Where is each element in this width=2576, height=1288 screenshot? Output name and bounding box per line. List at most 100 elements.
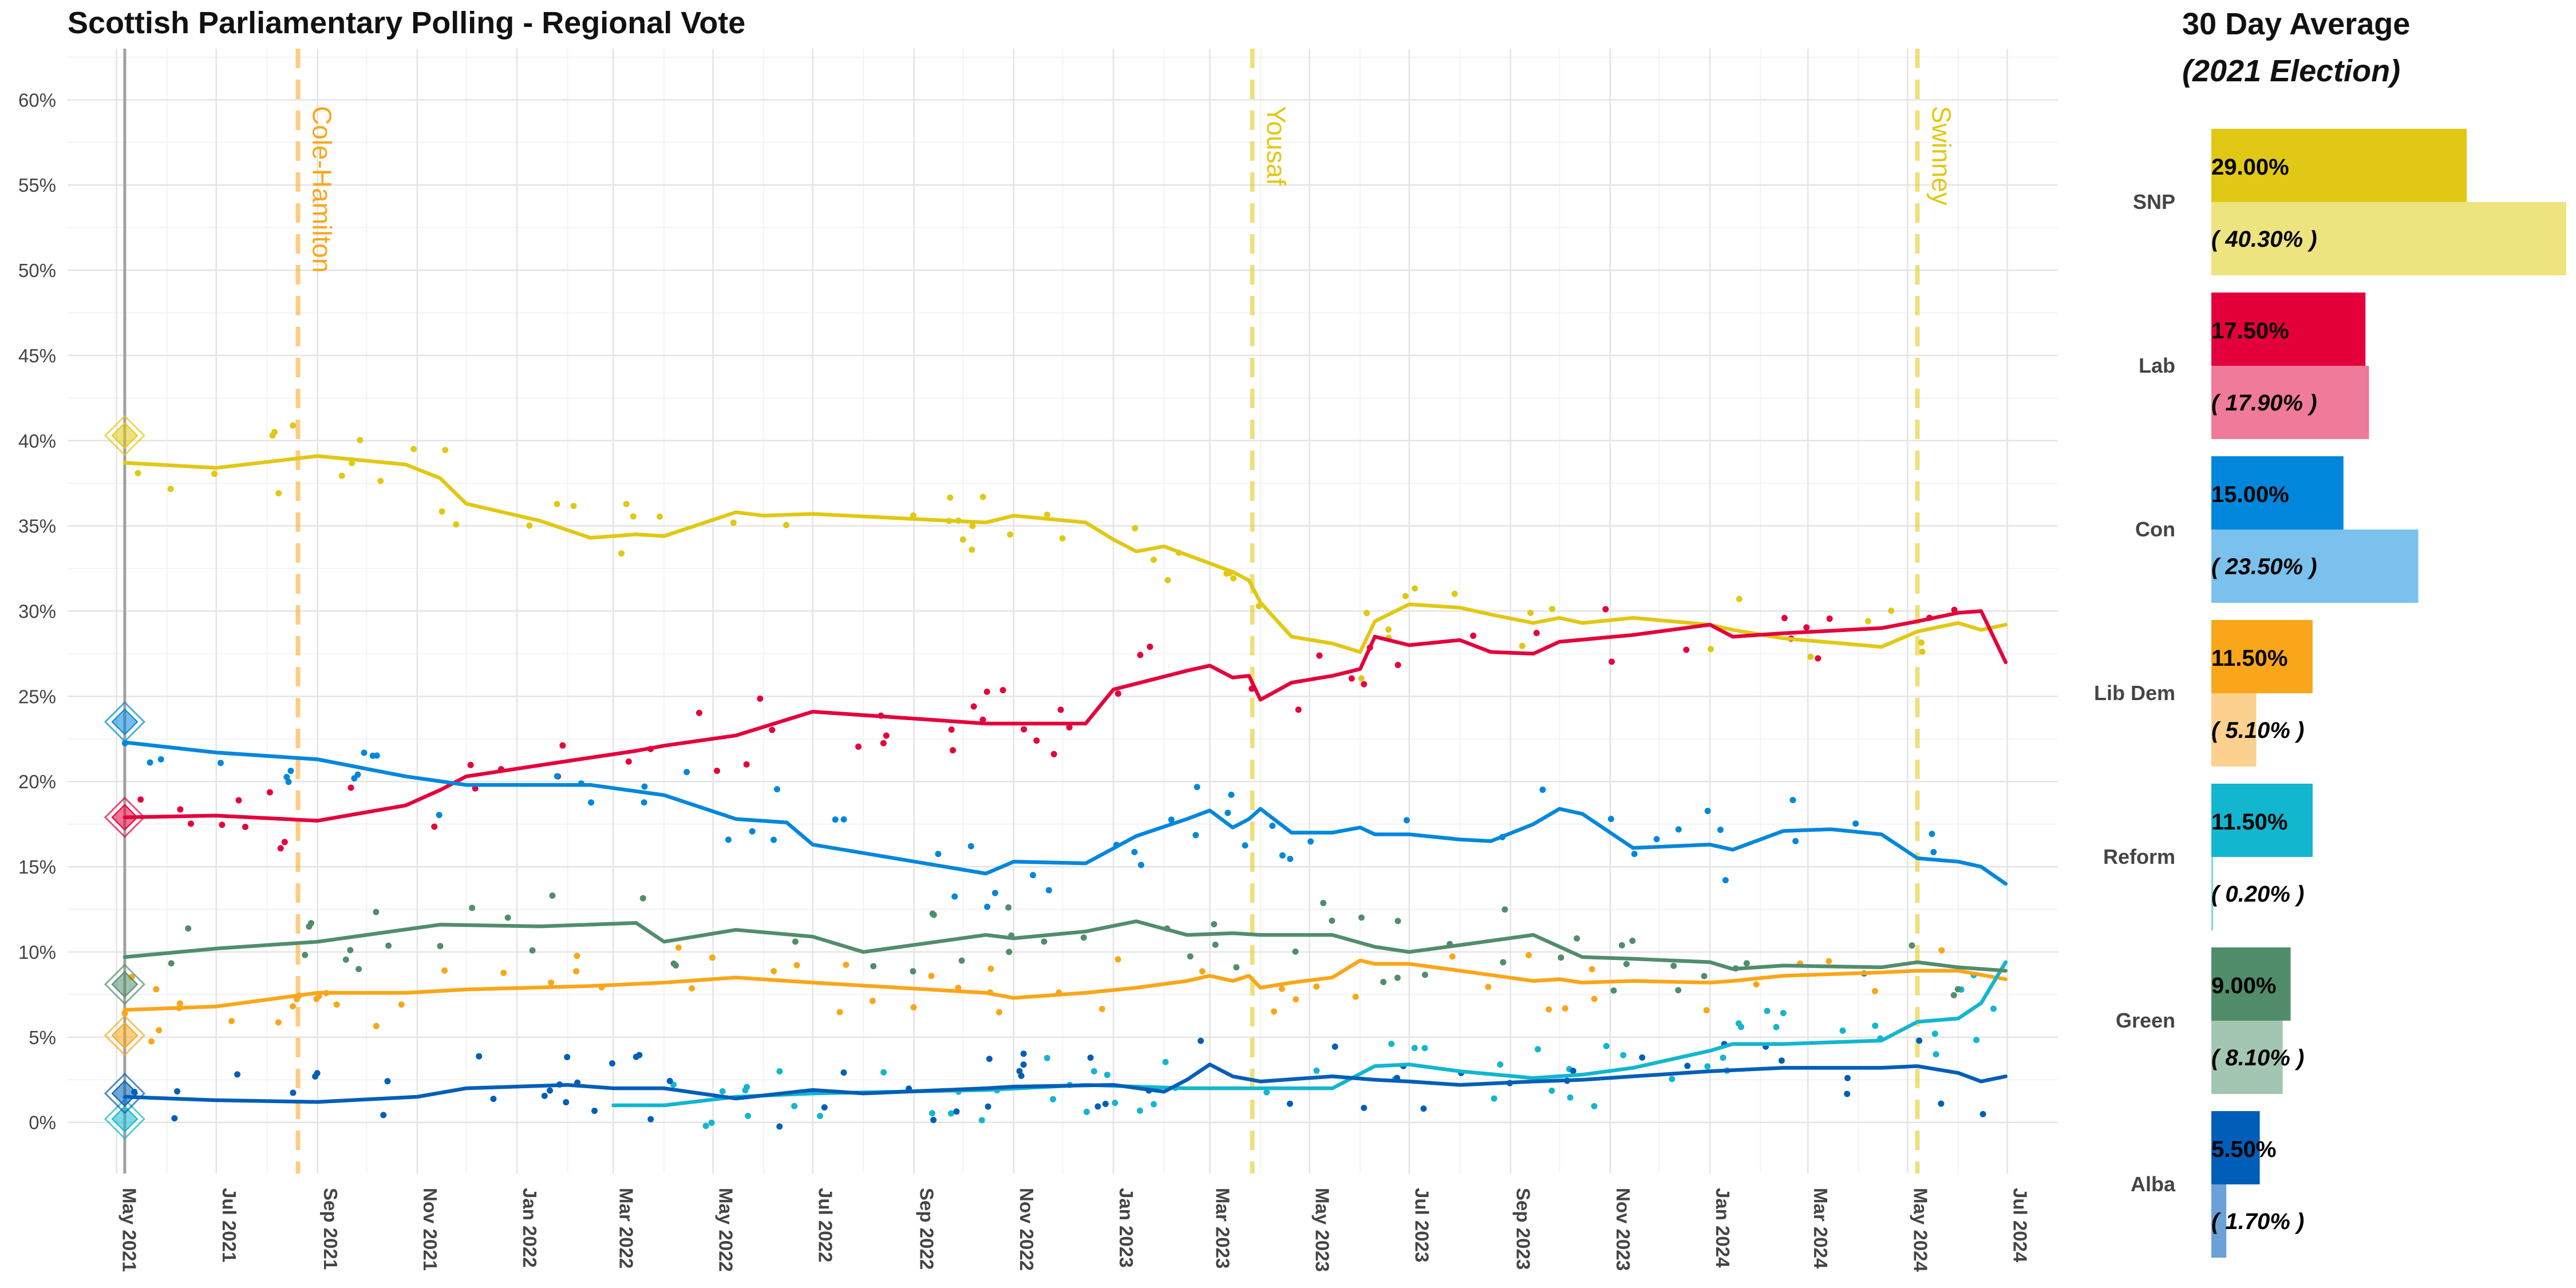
poll-point — [1394, 662, 1401, 669]
poll-point — [147, 759, 153, 766]
x-tick-label: Nov 2022 — [1016, 1188, 1037, 1271]
poll-point — [623, 500, 630, 507]
poll-point — [1136, 1107, 1143, 1114]
poll-point — [1918, 639, 1925, 646]
y-tick-label: 30% — [18, 601, 56, 622]
poll-point — [153, 986, 160, 993]
x-tick-label: Sep 2021 — [320, 1188, 341, 1270]
poll-point — [609, 1060, 616, 1067]
poll-point — [910, 1004, 917, 1011]
poll-point — [991, 890, 998, 896]
poll-point — [749, 828, 756, 835]
poll-point — [275, 490, 282, 497]
poll-point — [177, 806, 184, 813]
bar-chart-subtitle: (2021 Election) — [2182, 54, 2400, 88]
poll-point — [338, 472, 345, 479]
poll-point — [880, 740, 887, 746]
poll-point — [355, 966, 362, 973]
poll-point — [840, 1069, 847, 1076]
poll-point — [1764, 1008, 1771, 1014]
poll-point — [1270, 1008, 1277, 1015]
poll-point — [929, 910, 936, 917]
poll-point — [1020, 1050, 1027, 1057]
poll-point — [1137, 651, 1144, 658]
poll-point — [574, 953, 580, 959]
x-tick-label: May 2023 — [1312, 1188, 1333, 1272]
poll-point — [1909, 942, 1915, 949]
poll-point — [670, 960, 677, 967]
poll-point — [438, 508, 445, 515]
bar-value-label: 5.50% — [2211, 1137, 2276, 1162]
poll-point — [979, 493, 986, 500]
poll-point — [1313, 983, 1320, 990]
poll-point — [702, 1123, 709, 1129]
series-line-con — [123, 740, 2008, 886]
x-tick-label: Jul 2023 — [1412, 1188, 1433, 1262]
bar-30day-snp — [2211, 129, 2467, 202]
poll-point — [1211, 921, 1218, 928]
poll-point — [1562, 1005, 1568, 1012]
poll-point — [1930, 849, 1937, 856]
bar-election-alba — [2211, 1184, 2227, 1258]
y-tick-label: 25% — [18, 686, 56, 707]
poll-point — [1385, 626, 1392, 633]
poll-point — [1704, 1063, 1711, 1070]
poll-point — [187, 820, 194, 827]
poll-point — [708, 1119, 715, 1126]
poll-point — [1990, 1005, 1997, 1012]
bar-value-label: 11.50% — [2211, 646, 2287, 671]
poll-point — [176, 1000, 183, 1007]
poll-point — [171, 1115, 178, 1121]
poll-point — [696, 709, 702, 716]
poll-point — [725, 836, 732, 843]
poll-point — [1050, 750, 1057, 757]
poll-point — [1045, 887, 1052, 894]
line-chart-x-axis: May 2021 Jul 2021 Sep 2021 Nov 2021 Jan 2022… — [119, 1188, 2031, 1272]
x-tick-label: Sep 2023 — [1513, 1188, 1534, 1270]
poll-point — [1670, 962, 1677, 969]
x-tick-label: Jul 2021 — [219, 1188, 240, 1262]
poll-point — [947, 494, 954, 501]
poll-point — [1864, 618, 1871, 625]
poll-point — [1675, 987, 1682, 994]
line-chart-poll-points — [121, 422, 1997, 1130]
x-tick-label: Jan 2023 — [1116, 1188, 1137, 1267]
poll-point — [283, 773, 290, 780]
poll-point — [832, 816, 839, 823]
y-tick-label: 0% — [29, 1112, 56, 1133]
poll-point — [1639, 1054, 1646, 1061]
poll-point — [985, 1103, 991, 1110]
x-tick-label: Jan 2022 — [519, 1188, 540, 1267]
poll-point — [1826, 615, 1833, 622]
bar-30day-lib-dem — [2211, 620, 2313, 693]
poll-point — [995, 1009, 1002, 1016]
poll-point — [369, 752, 376, 759]
poll-point — [1753, 981, 1760, 988]
poll-point — [1533, 630, 1540, 637]
poll-point — [1059, 535, 1066, 542]
poll-point — [743, 761, 750, 768]
poll-point — [1402, 592, 1409, 599]
poll-point — [1421, 1045, 1428, 1052]
poll-point — [928, 973, 935, 979]
poll-point — [441, 967, 448, 974]
poll-point — [1194, 784, 1200, 791]
poll-point — [1534, 1046, 1541, 1053]
poll-point — [351, 775, 358, 782]
poll-point — [1743, 960, 1750, 967]
poll-point — [970, 703, 977, 710]
poll-point — [776, 1123, 783, 1130]
poll-point — [1292, 948, 1299, 955]
poll-point — [1104, 1072, 1111, 1078]
poll-point — [1115, 956, 1121, 963]
poll-point — [1589, 966, 1595, 973]
x-tick-label: May 2021 — [119, 1188, 140, 1272]
poll-point — [1131, 849, 1138, 856]
poll-point — [935, 851, 942, 858]
election-marker-inner — [111, 971, 139, 998]
x-tick-label: Jul 2024 — [2010, 1188, 2031, 1263]
election-marker-outer — [104, 796, 146, 838]
election-marker-outer — [104, 701, 146, 743]
poll-point — [1224, 809, 1231, 816]
poll-point — [228, 1018, 235, 1025]
